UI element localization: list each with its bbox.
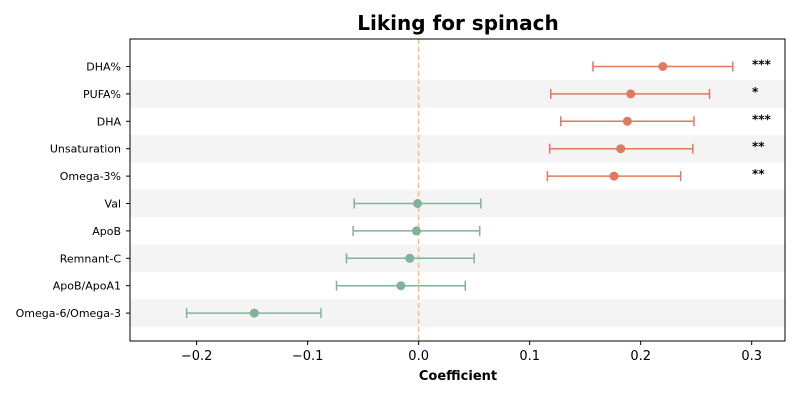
estimate-point	[609, 171, 619, 181]
y-tick-label: Remnant-C	[60, 252, 122, 265]
y-tick-label: DHA%	[86, 61, 121, 74]
estimate-point	[405, 253, 415, 263]
x-tick-label: −0.1	[292, 349, 324, 364]
significance-markers: ***********	[752, 58, 772, 182]
significance-label: **	[752, 167, 765, 181]
estimate-point	[658, 62, 668, 71]
significance-label: ***	[752, 112, 772, 126]
y-tick-label: Unsaturation	[50, 143, 121, 156]
significance-label: **	[752, 140, 765, 154]
y-tick-label: Val	[105, 198, 121, 211]
x-tick-label: −0.2	[181, 349, 213, 364]
significance-label: ***	[752, 58, 772, 72]
chart-title: Liking for spinach	[357, 11, 558, 35]
x-axis: −0.2 −0.1 0.0 0.1 0.2 0.3	[181, 341, 762, 364]
x-tick-label: 0.2	[630, 349, 651, 364]
y-tick-labels: DHA% PUFA% DHA Unsaturation Omega-3% Val ApoB R…	[16, 61, 130, 320]
estimate-point	[626, 89, 636, 99]
y-tick-label: Omega-6/Omega-3	[16, 307, 121, 320]
estimate-point	[616, 144, 626, 154]
y-tick-label: Omega-3%	[60, 170, 121, 183]
x-tick-label: 0.1	[519, 349, 540, 364]
x-tick-label: 0.0	[408, 349, 429, 364]
estimate-point	[413, 199, 423, 208]
y-tick-label: DHA	[97, 115, 122, 128]
estimate-marks	[185, 61, 734, 319]
y-tick-label: ApoB/ApoA1	[53, 280, 121, 293]
x-tick-label: 0.3	[741, 349, 762, 364]
significance-label: *	[752, 85, 759, 99]
plot-frame	[129, 38, 786, 342]
y-tick-label: PUFA%	[83, 88, 121, 101]
y-tick-label: ApoB	[92, 225, 121, 238]
estimate-point	[411, 226, 421, 236]
estimate-point	[396, 281, 406, 291]
x-axis-label: Coefficient	[419, 369, 497, 384]
estimate-point	[622, 116, 632, 126]
estimate-point	[249, 308, 259, 318]
